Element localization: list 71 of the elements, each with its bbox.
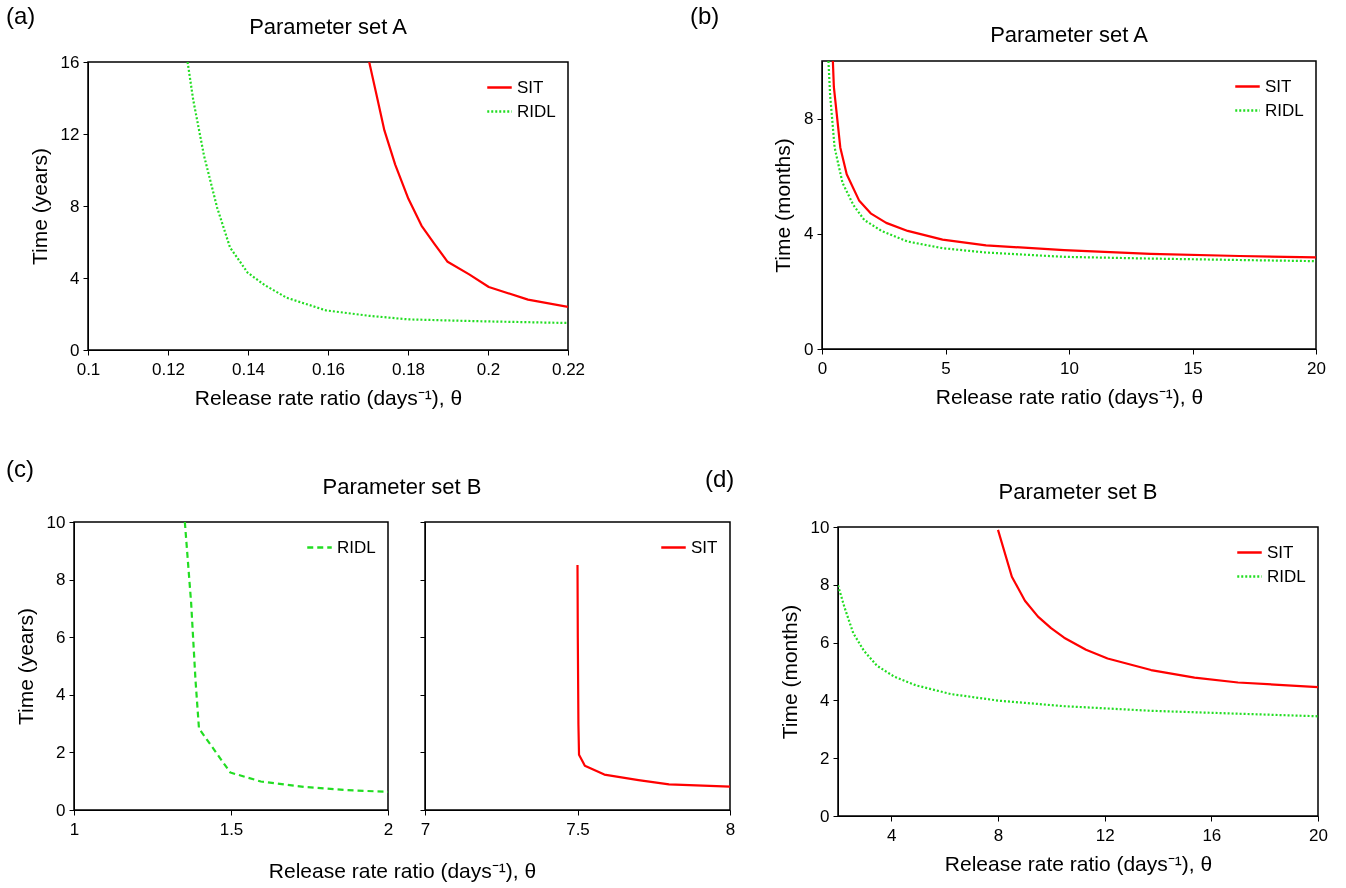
legend-label: RIDL (1265, 100, 1304, 120)
chart-title: Parameter set A (249, 14, 408, 39)
x-tick-label: 2 (383, 819, 394, 839)
x-tick-label: 1.5 (219, 819, 244, 839)
legend-label: SIT (1265, 76, 1292, 96)
x-tick-label: 12 (1095, 825, 1115, 845)
y-tick-label: 0 (804, 339, 814, 359)
y-tick-label: 6 (820, 633, 830, 653)
text: (b) (690, 2, 720, 30)
x-tick-label: 0.16 (311, 359, 346, 379)
x-tick-label: 0.1 (76, 359, 101, 379)
x-tick-label: 8 (993, 825, 1004, 845)
x-tick-label: 4 (887, 825, 897, 845)
text: (d) (705, 465, 735, 493)
x-tick-label: 7 (420, 819, 431, 839)
x-tick-label: 20 (1307, 358, 1326, 378)
chart-title: Parameter set A (990, 22, 1149, 47)
x-tick-label: 20 (1309, 825, 1328, 845)
line-series (838, 584, 1318, 718)
y-tick-label: 4 (804, 224, 814, 244)
y-tick-label: 0 (820, 806, 830, 826)
x-axis-title: Release rate ratio (days⁻¹), θ (935, 384, 1204, 408)
y-tick-label: 8 (70, 196, 80, 216)
y-axis-title: Time (months) (777, 604, 801, 740)
x-tick-label: 10 (1060, 358, 1079, 378)
y-axis-title: Time (years) (27, 147, 51, 266)
x-tick-label: 15 (1183, 358, 1203, 378)
line-series (186, 62, 568, 325)
line-series (996, 528, 1318, 689)
legend-label: SIT (517, 77, 544, 97)
x-axis-title: Release rate ratio (days⁻¹), θ (944, 851, 1213, 875)
x-tick-label: 16 (1202, 825, 1222, 845)
chart-title: Parameter set B (998, 479, 1158, 504)
line-series (368, 62, 568, 308)
x-tick-label: 0.22 (551, 359, 586, 379)
y-tick-label: 10 (810, 517, 830, 537)
y-tick-label: 12 (60, 124, 80, 144)
x-tick-label: 0.14 (231, 359, 266, 379)
y-axis-title: Time (months) (771, 138, 795, 273)
x-tick-label: 0.12 (151, 359, 186, 379)
y-tick-label: 8 (804, 109, 814, 129)
text: (c) (6, 455, 34, 483)
x-tick-label: 1 (69, 819, 80, 839)
legend-label: RIDL (337, 537, 376, 557)
y-tick-label: 4 (820, 690, 830, 710)
line-series (183, 522, 388, 793)
y-tick-label: 10 (46, 512, 66, 532)
legend-label: SIT (1267, 542, 1294, 562)
x-tick-label: 7.5 (566, 819, 590, 839)
legend-label: SIT (691, 537, 718, 557)
y-axis-title: Time (years) (13, 607, 37, 726)
x-axis-title: Release rate ratio (days⁻¹), θ (268, 858, 537, 882)
x-tick-label: 0.2 (476, 359, 501, 379)
x-tick-label: 5 (941, 358, 951, 378)
chart-title: Parameter set B (322, 474, 482, 499)
y-tick-label: 8 (820, 575, 830, 595)
x-axis-title: Release rate ratio (days⁻¹), θ (194, 385, 463, 409)
y-tick-label: 2 (56, 742, 66, 762)
y-tick-label: 6 (56, 627, 66, 647)
legend-label: RIDL (1267, 566, 1306, 586)
y-tick-label: 4 (56, 685, 66, 705)
x-tick-label: 8 (725, 819, 736, 839)
y-tick-label: 16 (60, 52, 80, 72)
x-tick-label: 0.18 (391, 359, 426, 379)
y-tick-label: 0 (56, 800, 66, 820)
y-tick-label: 0 (70, 340, 80, 360)
y-tick-label: 8 (56, 570, 66, 590)
y-tick-label: 2 (820, 748, 830, 768)
legend-label: RIDL (517, 101, 556, 121)
text: (a) (6, 2, 36, 30)
y-tick-label: 4 (70, 268, 80, 288)
